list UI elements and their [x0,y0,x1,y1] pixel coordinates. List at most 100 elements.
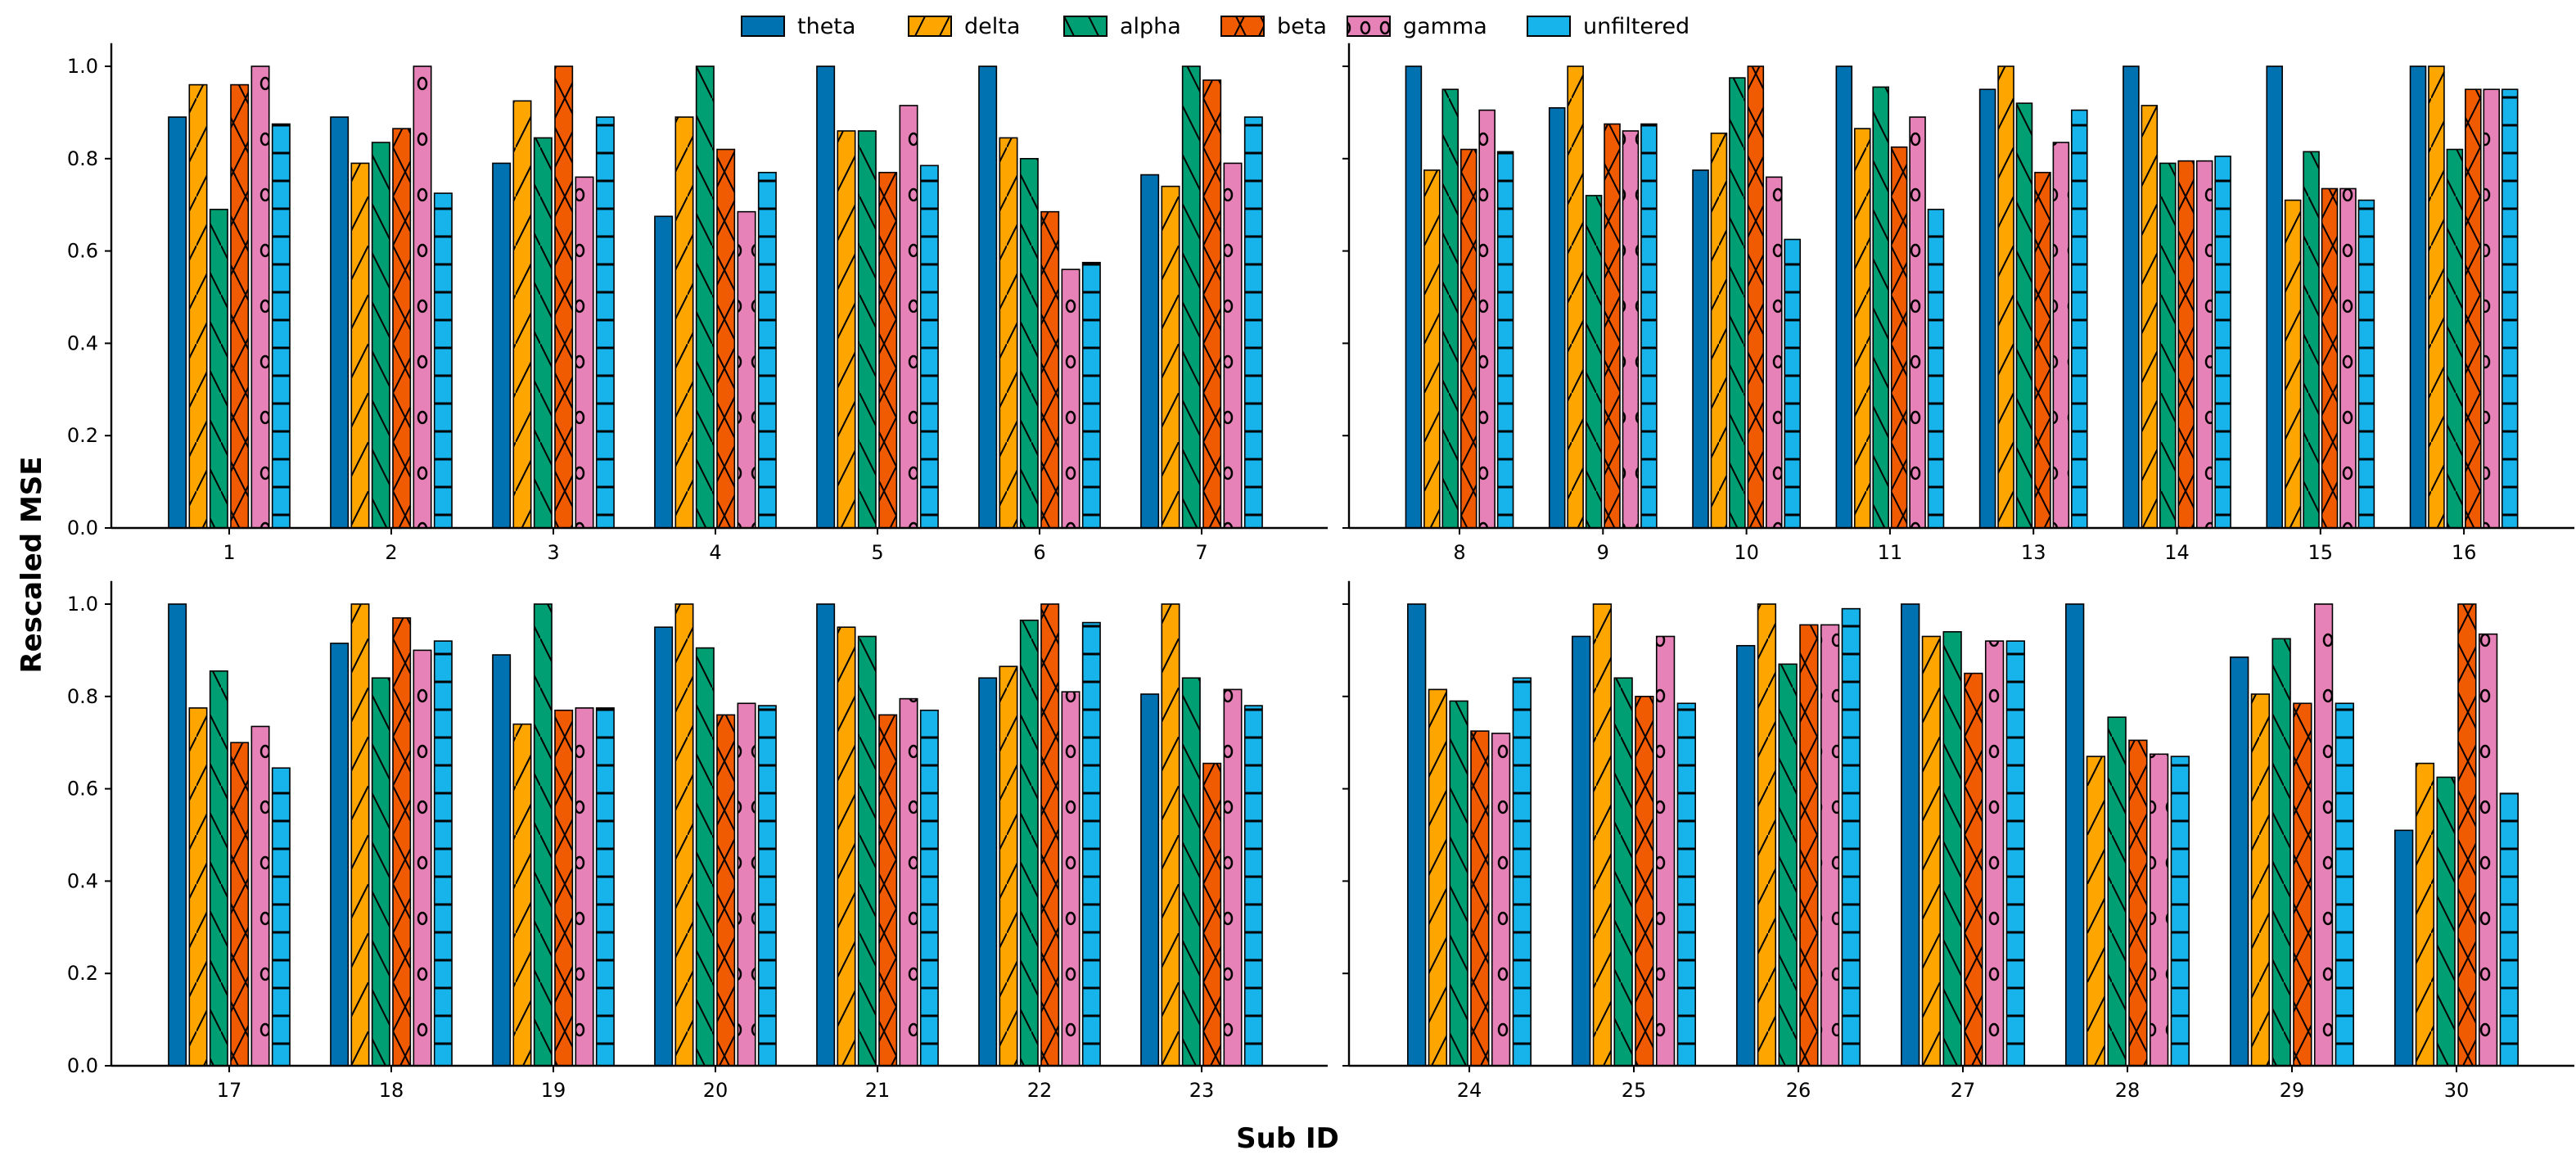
bar-theta-1 [168,117,187,529]
x-tick-label: 9 [1597,541,1609,564]
legend-item-beta: beta [1220,14,1327,39]
bar-hatch-delta [837,627,855,1066]
legend-swatch-outline [1347,16,1391,37]
bar-hatch-alpha [1873,87,1889,528]
bar-hatch-gamma [2314,604,2333,1066]
bar-theta-4 [654,216,673,528]
bar-hatch-alpha [1020,620,1039,1066]
legend-swatch-hatch [909,16,951,36]
subplot-2: 8 9 10 11 13 14 15 16 [1342,43,2574,564]
legend-swatch-outline [1220,16,1265,37]
bar-hatch-alpha [696,647,715,1066]
bar-hatch-gamma [413,66,431,528]
bar-hatch-beta [2294,703,2312,1066]
bar-hatch-alpha [858,636,877,1066]
x-tick-label: 2 [385,541,397,564]
legend-label: alpha [1120,14,1181,39]
x-tick-label: 13 [2021,541,2046,564]
bar-hatch-alpha [372,678,390,1066]
legend-item-delta: delta [908,14,1020,39]
y-tick-label: 0.8 [67,147,98,170]
bar-theta-3 [492,163,511,528]
bar-hatch-gamma [1491,733,1510,1066]
bar-theta-11 [1836,66,1852,528]
bar-hatch-delta [189,84,207,528]
y-axis-label: Rescaled MSE [16,456,48,673]
bar-hatch-gamma [738,703,756,1066]
bar-hatch-unfiltered [2502,89,2518,528]
x-tick-label: 18 [379,1079,404,1102]
bar-theta-27 [1901,604,1920,1066]
x-tick-label: 16 [2452,541,2477,564]
bar-hatch-alpha [2159,163,2176,528]
bar-hatch-delta [1757,604,1776,1066]
x-tick-label: 19 [541,1079,566,1102]
y-tick-label: 0.8 [67,685,98,708]
bar-hatch-alpha [1943,631,1961,1066]
x-tick-label: 30 [2444,1079,2470,1102]
bar-hatch-delta [1711,133,1727,528]
bar-hatch-gamma [2150,754,2168,1066]
bar-hatch-unfiltered [758,706,777,1066]
bar-hatch-delta [2416,763,2434,1066]
bar-hatch-beta [1891,147,1907,528]
bar-hatch-delta [1568,66,1584,528]
x-tick-label: 29 [2280,1079,2305,1102]
bar-hatch-gamma [1622,130,1639,528]
legend-item-gamma: gamma [1347,14,1487,39]
bar-hatch-beta [1800,625,1818,1066]
bar-hatch-unfiltered [1640,124,1657,528]
bar-theta-5 [816,66,835,528]
bar-hatch-beta [2034,172,2050,528]
bar-theta-16 [2410,66,2426,528]
x-tick-label: 7 [1195,541,1207,564]
x-tick-label: 25 [1622,1079,1647,1102]
bar-theta-15 [2267,66,2283,528]
bar-hatch-gamma [251,726,269,1066]
bar-hatch-delta [2087,756,2105,1066]
bar-hatch-beta [230,84,249,528]
legend-swatch-outline [741,16,785,37]
bar-hatch-gamma [1766,177,1782,529]
y-tick-label: 0.0 [67,517,98,539]
bar-hatch-alpha [1586,195,1602,529]
bar-hatch-alpha [1779,664,1797,1066]
bar-hatch-beta [1040,604,1059,1066]
bar-hatch-alpha [1614,678,1632,1066]
bar-hatch-beta [1635,696,1653,1066]
y-tick-label: 0.4 [67,332,98,354]
bar-theta-28 [2065,604,2084,1066]
bar-hatch-unfiltered [1082,622,1101,1066]
bar-hatch-gamma [1224,163,1242,528]
bar-hatch-gamma [2339,188,2356,528]
bar-theta-17 [168,604,187,1066]
bar-hatch-gamma [575,177,593,529]
subplot-3: 0.0 0.2 0.4 0.6 0.8 1.0 17 18 19 20 21 22 23 [67,580,1328,1102]
bar-theta-6 [978,66,997,528]
legend-swatch-hatch [1064,16,1107,36]
bar-hatch-gamma [1820,625,1839,1066]
x-tick-label: 28 [2115,1079,2141,1102]
bar-hatch-alpha [1442,89,1459,528]
bar-hatch-unfiltered [1082,262,1101,528]
bar-hatch-unfiltered [920,165,939,528]
bar-hatch-alpha [2108,717,2126,1066]
legend-item-unfiltered: unfiltered [1527,14,1690,39]
bar-theta-14 [2123,66,2139,528]
bar-hatch-delta [2141,105,2158,528]
bar-hatch-beta [2321,188,2338,528]
legend-item-alpha: alpha [1063,14,1181,39]
bar-theta-26 [1736,645,1755,1066]
bar-hatch-delta [1854,129,1870,528]
bar-hatch-alpha [2437,777,2455,1066]
bar-hatch-unfiltered [2071,110,2087,528]
bar-hatch-delta [1593,604,1612,1066]
bar-hatch-unfiltered [758,172,777,528]
bar-hatch-gamma [1224,689,1242,1066]
bar-hatch-beta [2129,740,2147,1066]
bar-hatch-alpha [210,670,228,1066]
bar-theta-8 [1405,66,1422,528]
legend-swatch [742,16,784,36]
bar-hatch-alpha [372,142,390,528]
